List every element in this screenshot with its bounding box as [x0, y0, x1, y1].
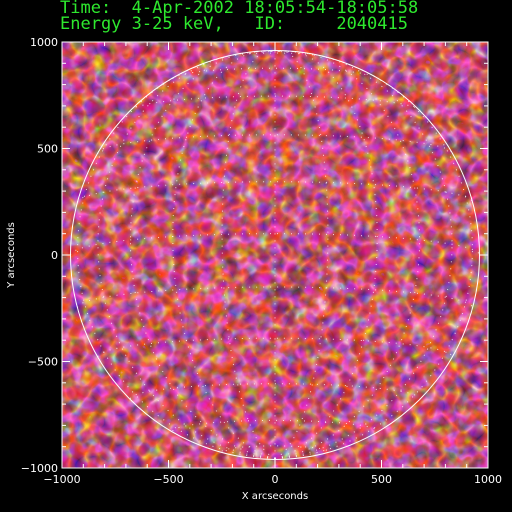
axis-tick-labels: −1000 −500 0 500 1000 −1000 −500 0 500 1000 [21, 36, 502, 486]
y-tick-label: 0 [51, 249, 58, 262]
grid-line [129, 383, 421, 399]
x-tick-label: 500 [371, 473, 392, 486]
grid-line [70, 233, 480, 256]
y-tick-label: −1000 [21, 462, 58, 475]
grid-line [172, 50, 276, 459]
x-tick-label: −500 [153, 473, 183, 486]
x-tick-label: 0 [272, 473, 279, 486]
x-tick-label: 1000 [474, 473, 502, 486]
y-tick-label: 1000 [30, 36, 58, 49]
x-tick-label: −1000 [43, 473, 80, 486]
grid-line [129, 95, 421, 112]
axis-ticks [61, 41, 489, 469]
x-axis-label: X arcseconds [242, 491, 308, 502]
y-tick-label: −500 [28, 356, 58, 369]
grid-line [221, 445, 329, 452]
y-axis-label: Y arcseconds [6, 222, 17, 289]
y-tick-label: 500 [37, 143, 58, 156]
observation-time-label: Time: 4-Apr-2002 18:05:54-18:05:58 [60, 0, 419, 18]
solar-limb [70, 50, 480, 460]
grid-line [274, 50, 378, 459]
energy-id-label: Energy 3-25 keV, ID: 2040415 [60, 14, 408, 34]
